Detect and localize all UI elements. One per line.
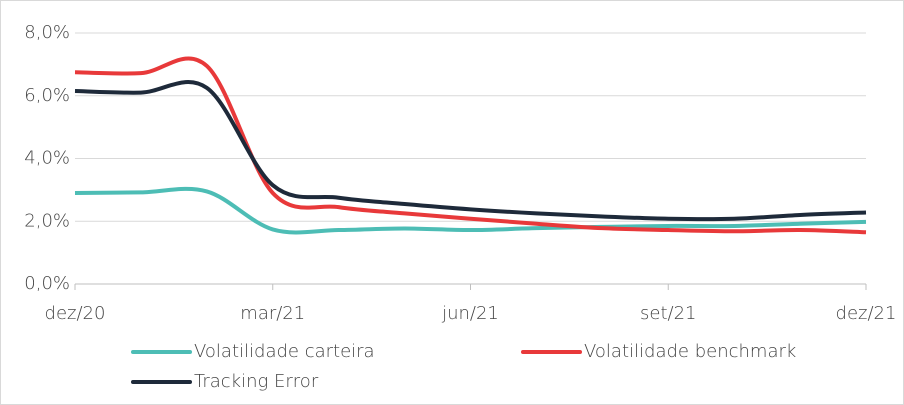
- y-tick-label: 0,0%: [24, 273, 70, 294]
- legend-label: Volatilidade carteira: [194, 341, 375, 362]
- y-tick-label: 6,0%: [24, 85, 70, 106]
- y-tick-label: 2,0%: [24, 210, 70, 231]
- x-tick-label: jun/21: [441, 303, 499, 324]
- x-tick-label: mar/21: [240, 303, 305, 324]
- series-line: [74, 186, 867, 235]
- legend-label: Tracking Error: [194, 371, 319, 392]
- x-tick-label: dez/21: [836, 303, 897, 324]
- series-line: [74, 80, 867, 222]
- x-tick-label: set/21: [640, 303, 696, 324]
- legend-label: Volatilidade benchmark: [584, 341, 796, 362]
- y-tick-label: 8,0%: [24, 22, 70, 43]
- x-tick-label: dez/20: [45, 303, 106, 324]
- series-line: [74, 56, 867, 235]
- y-tick-label: 4,0%: [24, 148, 70, 169]
